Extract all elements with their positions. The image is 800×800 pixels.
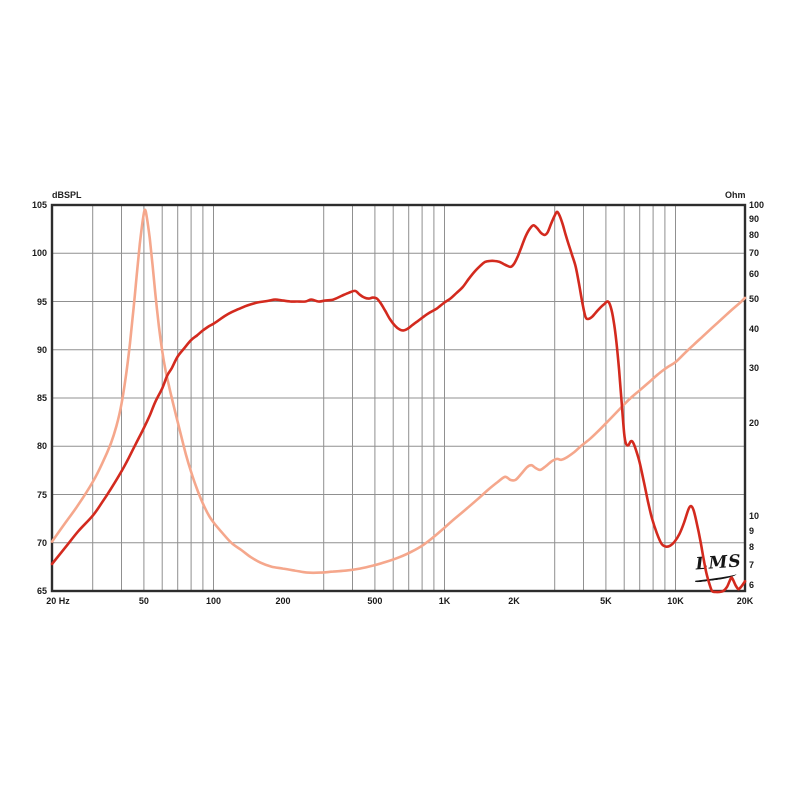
right-tick-label: 9	[749, 525, 755, 536]
grid-lines	[52, 205, 745, 591]
left-axis-title: dBSPL	[52, 190, 82, 200]
x-tick-label: 5K	[600, 596, 612, 606]
left-tick-label: 80	[36, 441, 47, 452]
right-tick-label: 70	[749, 248, 760, 259]
x-tick-label: 500	[367, 596, 383, 606]
left-tick-label: 65	[36, 586, 47, 596]
right-tick-label: 30	[749, 362, 760, 373]
x-tick-label: 200	[275, 596, 291, 606]
x-tick-label: 100	[205, 596, 221, 606]
right-tick-label: 80	[749, 230, 760, 241]
right-tick-label: 40	[749, 323, 760, 334]
plot-frame	[50, 203, 747, 593]
right-tick-label: 7	[749, 559, 755, 570]
left-tick-label: 95	[36, 296, 47, 307]
right-tick-label: 10	[749, 511, 760, 522]
left-tick-label: 100	[31, 248, 47, 259]
right-axis-title: Ohm	[725, 190, 746, 200]
x-tick-label: 20 Hz	[46, 596, 70, 606]
spl-curve	[50, 210, 747, 594]
impedance-curve	[50, 208, 747, 575]
left-tick-label: 90	[36, 344, 47, 355]
left-tick-label: 85	[36, 393, 47, 403]
right-tick-label: 50	[749, 293, 760, 304]
left-tick-label: 70	[36, 537, 47, 548]
x-tick-label: 2K	[508, 596, 520, 606]
right-tick-label: 20	[749, 417, 760, 428]
right-tick-label: 6	[749, 580, 755, 591]
left-tick-label: 75	[36, 489, 47, 500]
right-tick-label: 8	[749, 541, 755, 552]
x-tick-label: 50	[138, 596, 149, 606]
right-tick-label: 90	[749, 214, 760, 225]
x-tick-label: 1K	[438, 596, 451, 606]
left-tick-label: 105	[31, 200, 47, 210]
x-tick-label: 10K	[667, 596, 684, 606]
right-tick-label: 100	[749, 200, 765, 210]
right-tick-label: 60	[749, 269, 760, 280]
x-tick-label: 20K	[736, 596, 754, 606]
